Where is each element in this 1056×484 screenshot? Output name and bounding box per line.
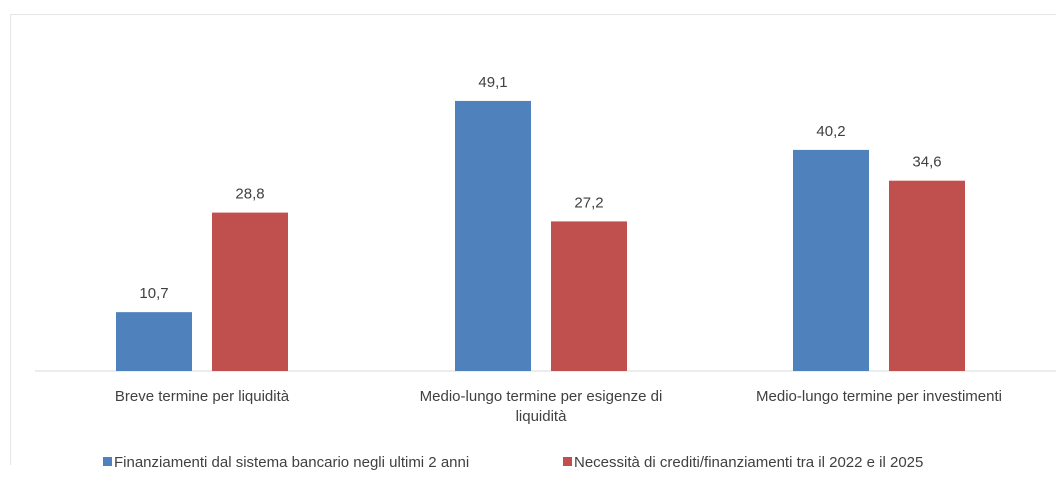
bar-series2-cat3 <box>889 180 965 371</box>
chart-frame <box>10 14 1056 465</box>
data-label-series2-cat2: 27,2 <box>574 194 603 211</box>
legend-swatch-series2 <box>563 457 572 466</box>
bar-series1-cat1 <box>116 312 192 371</box>
category-label-3: Medio-lungo termine per investimenti <box>756 388 1002 405</box>
legend-label-series2: Necessità di crediti/finanziamenti tra i… <box>574 454 923 471</box>
data-label-series1-cat2: 49,1 <box>478 74 507 91</box>
legend-label-series1: Finanziamenti dal sistema bancario negli… <box>114 454 469 471</box>
data-label-series1-cat1: 10,7 <box>139 285 168 302</box>
data-label-series1-cat3: 40,2 <box>816 123 845 140</box>
category-label-2-line2: liquidità <box>516 408 568 425</box>
data-label-series2-cat3: 34,6 <box>912 154 941 171</box>
data-label-series2-cat1: 28,8 <box>235 186 264 203</box>
bar-series2-cat2 <box>551 221 627 371</box>
bar-series1-cat3 <box>793 149 869 371</box>
category-label-2-line1: Medio-lungo termine per esigenze di <box>420 388 663 405</box>
bar-series1-cat2 <box>455 100 531 371</box>
category-label-1: Breve termine per liquidità <box>115 388 290 405</box>
legend-swatch-series1 <box>103 457 112 466</box>
bar-series2-cat1 <box>212 212 288 371</box>
